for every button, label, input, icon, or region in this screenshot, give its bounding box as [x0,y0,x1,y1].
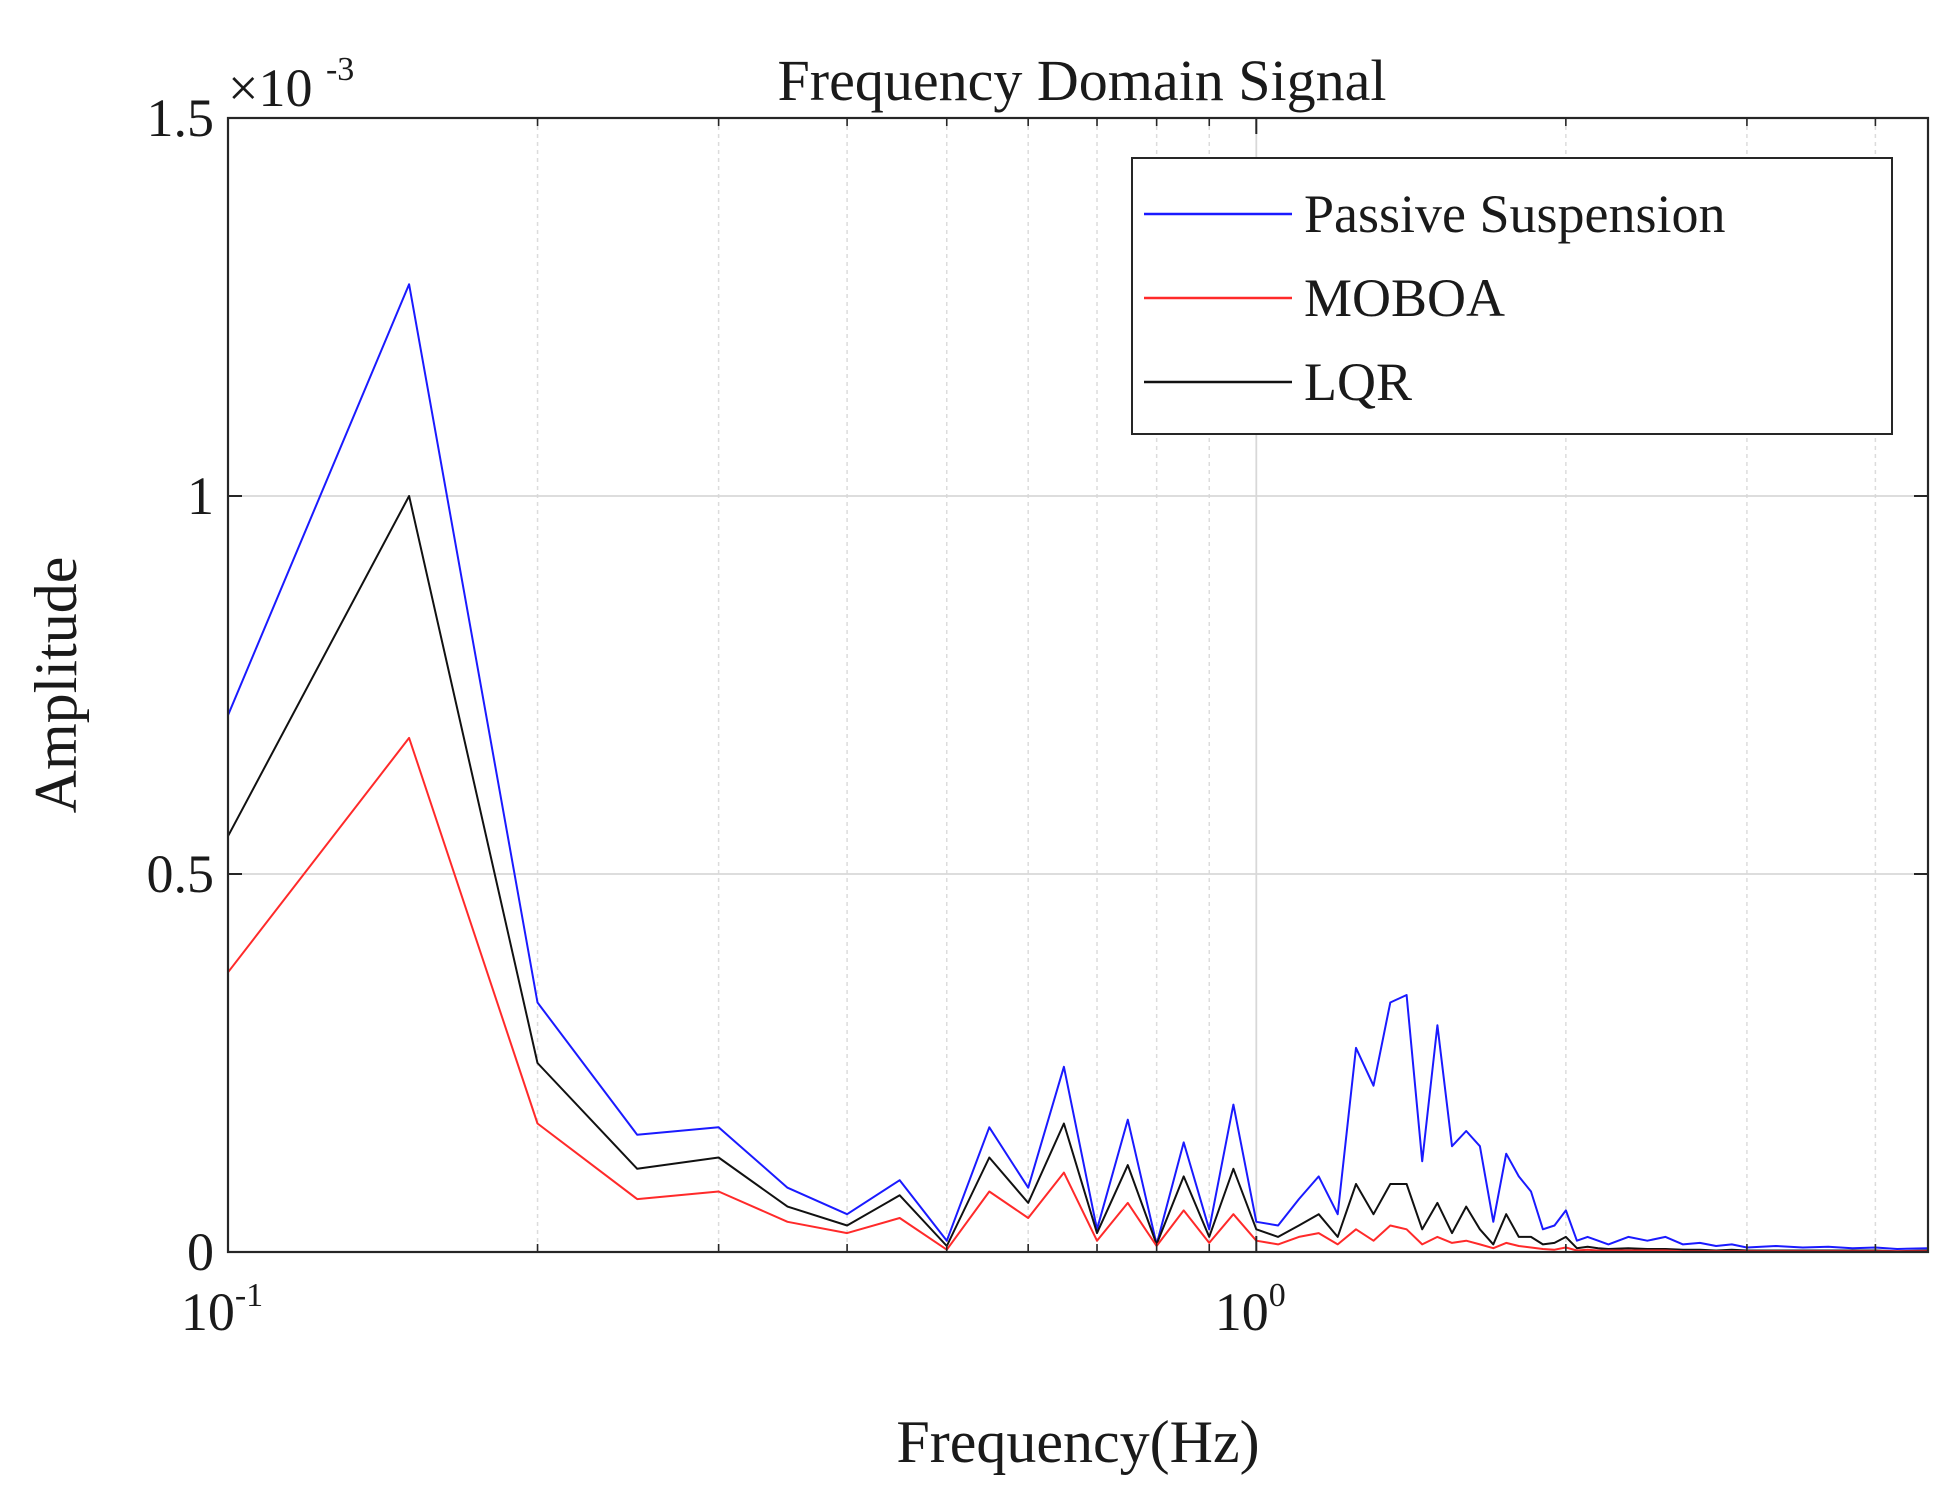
y-multiplier-base: ×10 [228,58,312,118]
legend-label-moboa: MOBOA [1304,268,1505,328]
legend-box [1131,157,1893,435]
y-tick-label: 0 [187,1222,214,1282]
y-multiplier-exponent: -3 [326,51,354,88]
y-axis-multiplier: ×10 -3 [228,51,354,118]
y-tick-label: 1 [187,466,214,526]
chart-title: Frequency Domain Signal [778,48,1387,113]
plot-frame [226,116,1930,1254]
series-line-lqr [227,495,1929,1253]
y-tick-label: 1.5 [147,88,215,148]
x-tick-base: 10 [181,1282,235,1342]
x-tick-label: 10-1 [181,1277,263,1342]
x-axis-label: Frequency(Hz) [896,1409,1259,1475]
x-tick-exponent: -1 [235,1277,263,1314]
tick-layer: 00.511.510-1 100 [147,88,1928,1342]
legend-label-lqr: LQR [1304,352,1412,412]
legend: Passive Suspension MOBOA LQR [1131,157,1893,435]
x-tick-base: 10 [1215,1282,1269,1342]
x-tick-exponent: 0 [1269,1277,1286,1314]
series-line-passive-suspension [227,283,1929,1250]
legend-label-passive-suspension: Passive Suspension [1304,184,1726,244]
x-tick-label: 100 [1215,1277,1286,1342]
y-axis-label: Amplitude [23,557,89,814]
y-tick-label: 0.5 [147,844,215,904]
